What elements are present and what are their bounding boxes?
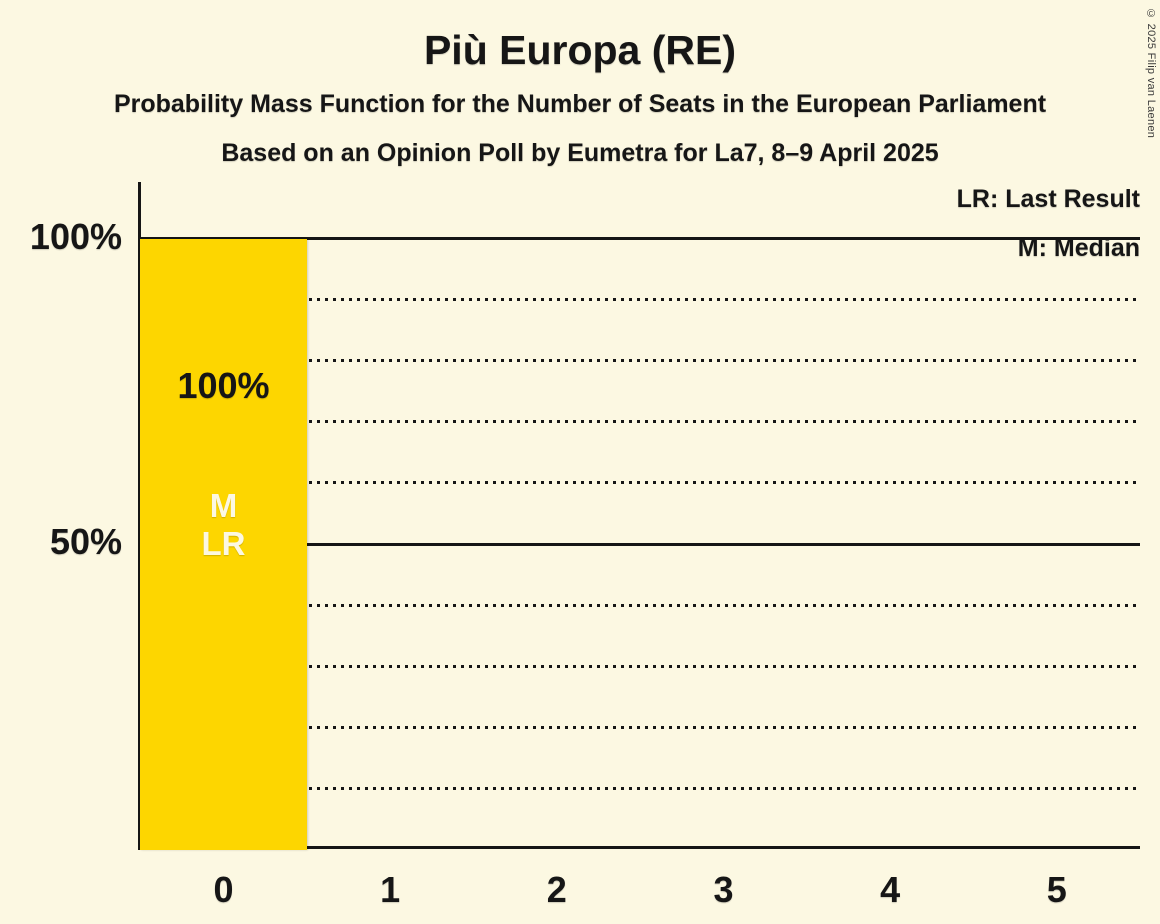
x-axis-tick-0: 0 xyxy=(213,869,234,910)
bar-column-5: 0% xyxy=(973,182,1140,848)
bar-column-3: 0% xyxy=(640,182,807,848)
gridline-90 xyxy=(141,298,1140,301)
page-title: Più Europa (RE) xyxy=(423,27,737,73)
gridline-30 xyxy=(141,665,1140,668)
bar-column-4: 0% xyxy=(807,182,974,848)
x-axis-tick-4: 4 xyxy=(880,869,901,910)
gridline-80 xyxy=(141,359,1140,362)
gridline-10 xyxy=(141,787,1140,790)
gridline-50 xyxy=(141,543,1140,546)
chart-subtitle: Probability Mass Function for the Number… xyxy=(113,90,1047,118)
y-axis-line xyxy=(138,182,141,850)
gridline-20 xyxy=(141,726,1140,729)
median-last-result-marker: M LR xyxy=(201,487,246,562)
gridline-40 xyxy=(141,604,1140,607)
y-axis-tick-50: 50% xyxy=(49,521,122,562)
gridline-100 xyxy=(141,237,1140,240)
copyright-notice: © 2025 Filip van Laenen xyxy=(1145,8,1157,139)
x-axis-tick-5: 5 xyxy=(1046,869,1067,910)
x-axis-tick-3: 3 xyxy=(713,869,734,910)
bar-column-0: M LR 100% xyxy=(140,182,307,850)
bar-value-label: 100% xyxy=(177,365,270,406)
y-axis-tick-100: 100% xyxy=(29,216,122,257)
chart-source-line: Based on an Opinion Poll by Eumetra for … xyxy=(221,139,939,167)
gridline-70 xyxy=(141,420,1140,423)
x-axis-line xyxy=(138,846,1140,849)
bar-column-1: 0% xyxy=(307,182,474,848)
x-axis-tick-2: 2 xyxy=(546,869,567,910)
gridline-60 xyxy=(141,481,1140,484)
bar-column-2: 0% xyxy=(473,182,640,848)
x-axis-tick-1: 1 xyxy=(380,869,401,910)
legend-last-result: LR: Last Result xyxy=(956,185,1140,213)
